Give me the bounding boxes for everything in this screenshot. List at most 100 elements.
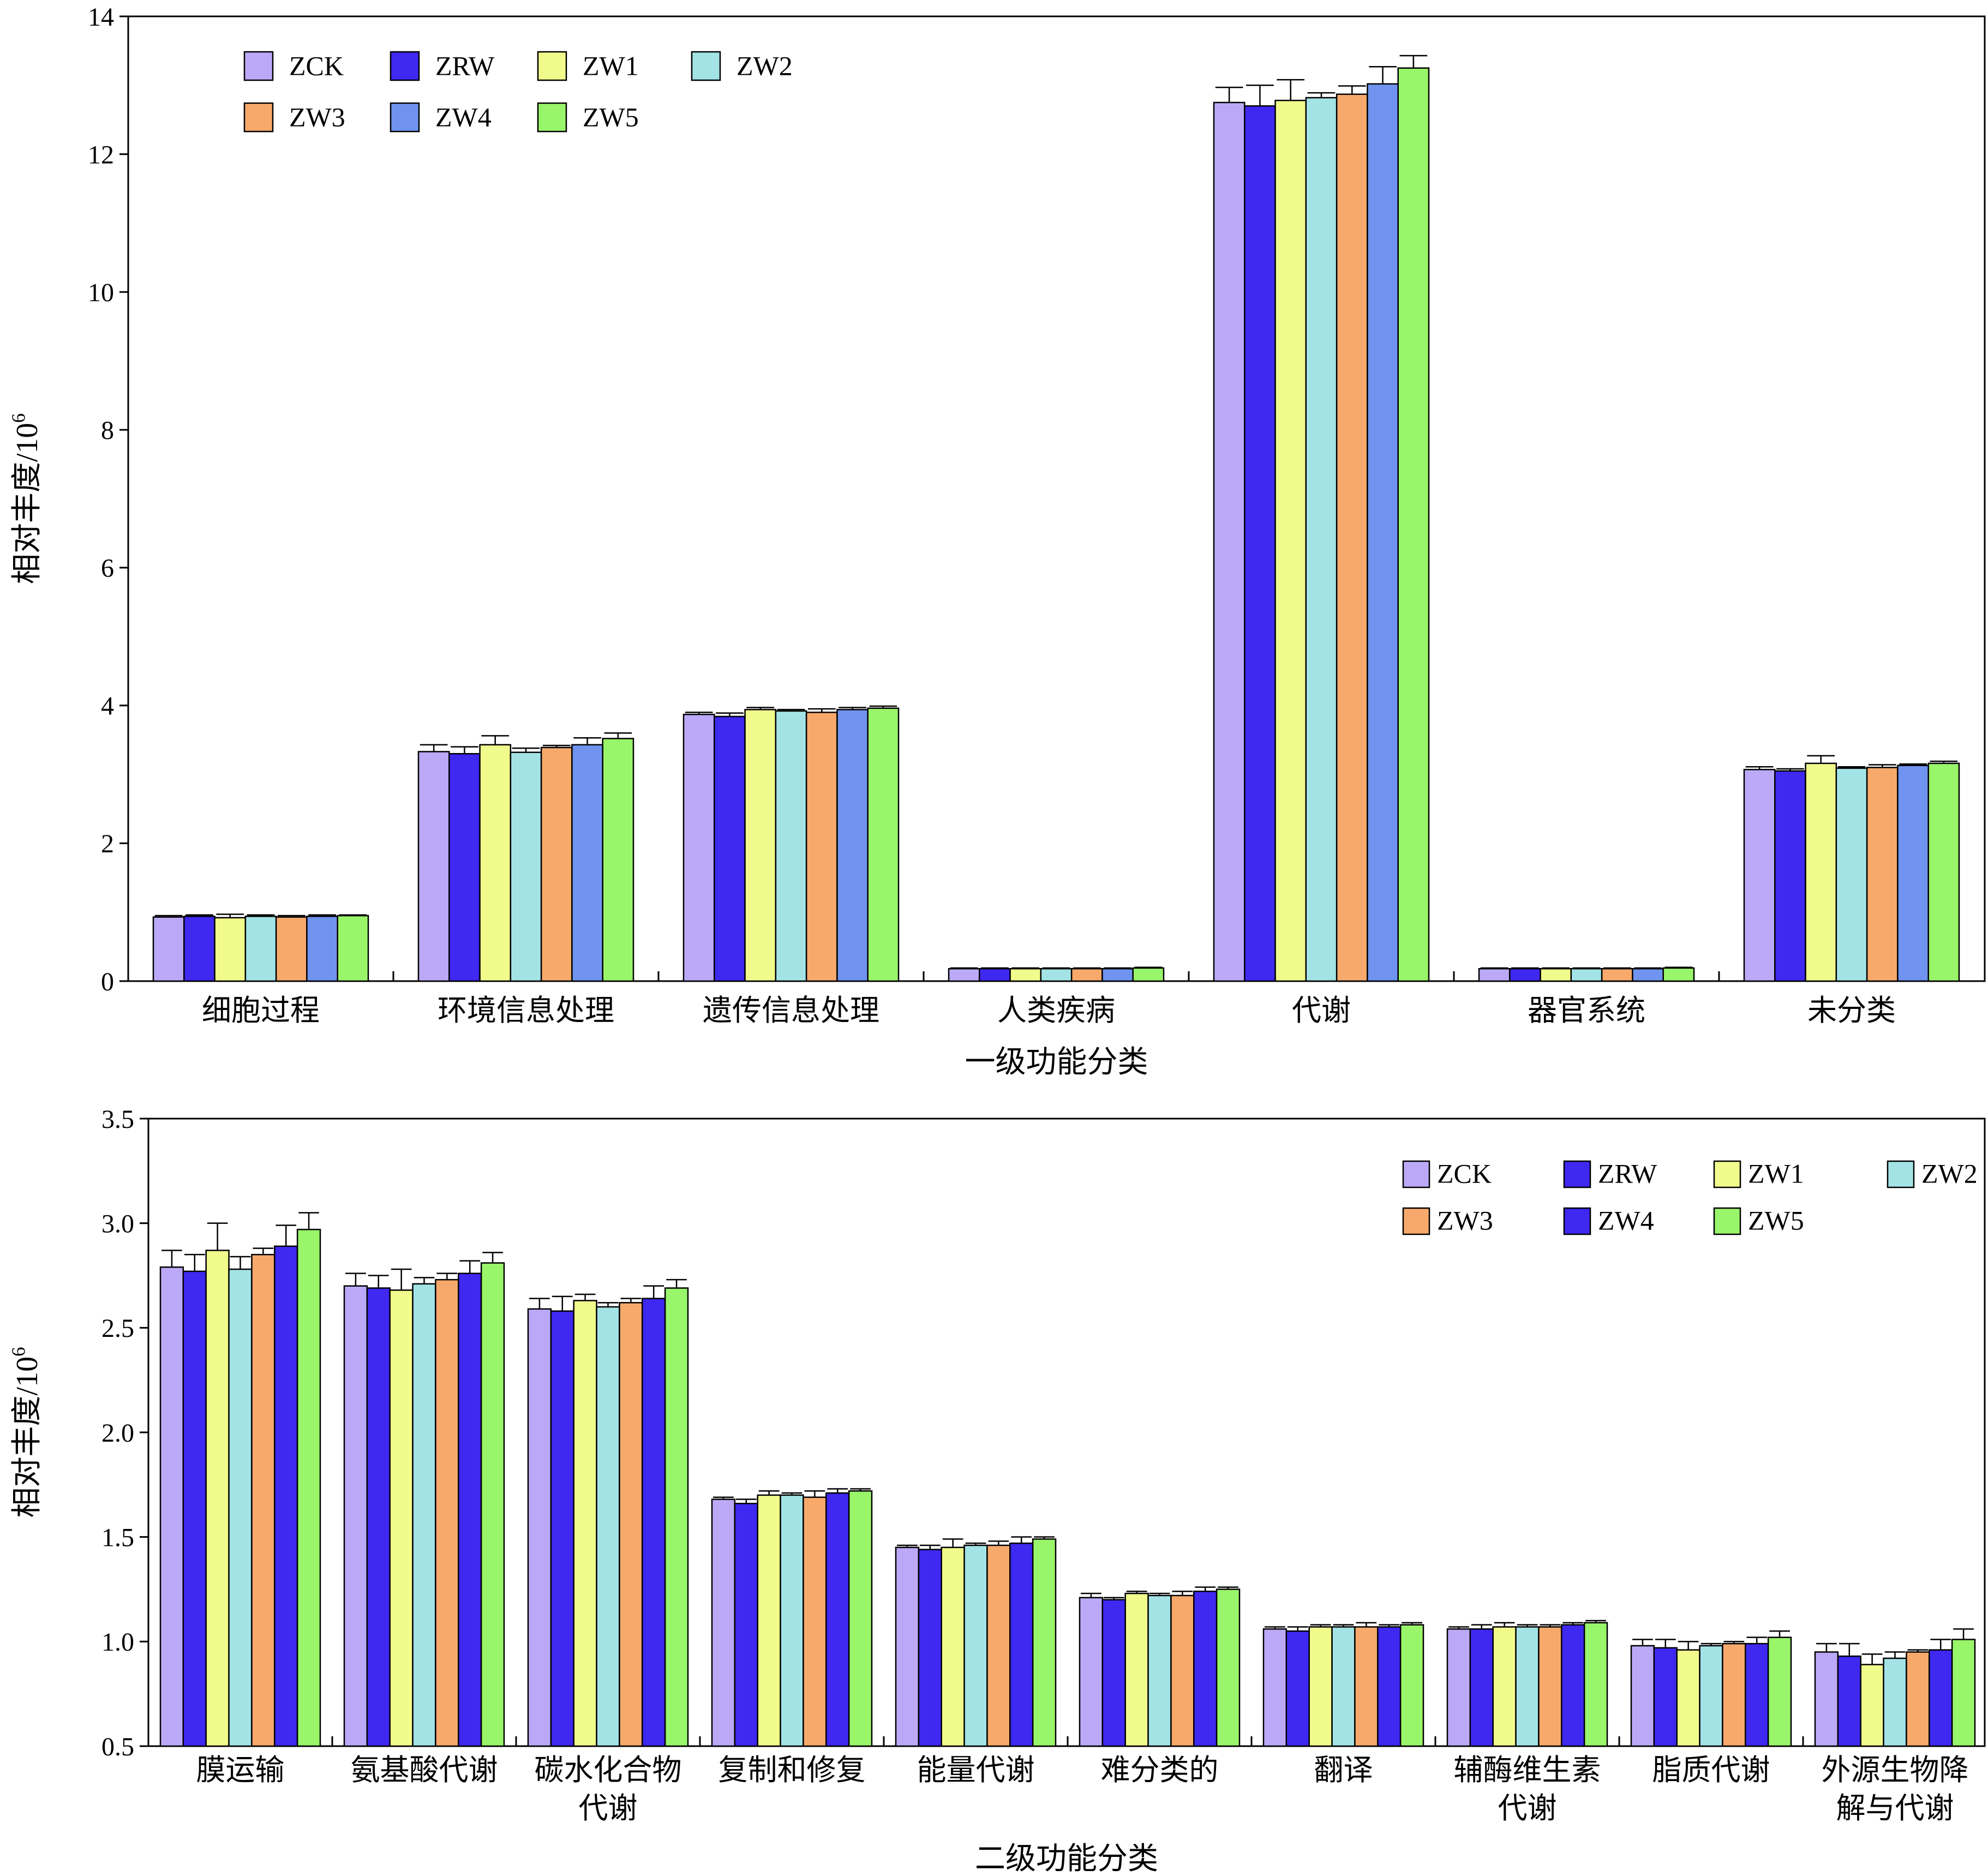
bar: [948, 968, 980, 982]
x-tick-label: 遗传信息处理: [703, 994, 879, 1027]
x-axis-label: 一级功能分类: [965, 1045, 1148, 1079]
chart-panel-first-level: 0 2 4 6 8 10 12 14 相对丰度/106 细胞过程 环境信息处理 遗传信息处理 人类疾病 代…: [8, 3, 1986, 1079]
bar: [412, 1283, 436, 1747]
x-tick-label: 膜运输: [196, 1754, 285, 1787]
bar: [1193, 1591, 1218, 1747]
legend-swatch: [1402, 1160, 1430, 1188]
bar: [1478, 968, 1511, 982]
x-axis-label: 二级功能分类: [975, 1842, 1158, 1876]
bar: [895, 1546, 920, 1747]
bar: [183, 916, 215, 982]
y-axis-label-superscript: 6: [8, 1347, 29, 1357]
legend-item: ZW3: [1402, 1205, 1493, 1235]
bar: [1079, 1597, 1104, 1747]
bar: [1805, 762, 1837, 982]
legend-label: ZW2: [1921, 1158, 1978, 1188]
x-tick-label: 能量代谢: [917, 1754, 1035, 1787]
bar: [573, 1300, 597, 1747]
bar: [825, 1492, 850, 1747]
bar: [1101, 1599, 1126, 1747]
bar: [251, 1253, 276, 1747]
bar-group: 难分类的: [1079, 1586, 1241, 1787]
legend-swatch: [1713, 1207, 1741, 1235]
y-axis: 0.5 1.0 1.5 2.0 2.5 3.0 3.5: [101, 1105, 148, 1761]
x-tick-label: 外源生物降: [1822, 1754, 1969, 1787]
bar: [366, 1287, 391, 1747]
x-tick-label: 未分类: [1807, 994, 1896, 1027]
bar: [1397, 67, 1430, 982]
bar-group: 器官系统: [1478, 966, 1695, 1027]
bar: [1951, 1639, 1976, 1747]
x-tick-label: 细胞过程: [202, 994, 320, 1027]
bar: [1897, 764, 1929, 982]
bar-group: 环境信息处理: [417, 732, 634, 1027]
bar: [1354, 1626, 1379, 1747]
legend-swatch: [537, 102, 567, 133]
bar: [244, 916, 277, 982]
legend-label: ZW5: [1748, 1205, 1804, 1235]
bar-group: 代谢: [1213, 55, 1430, 1027]
bar: [1722, 1642, 1746, 1747]
bar: [803, 1496, 827, 1747]
bar: [619, 1302, 643, 1747]
bar: [435, 1278, 459, 1747]
bar: [1124, 1592, 1149, 1747]
legend-label: ZW3: [289, 102, 345, 133]
bar: [159, 1266, 184, 1747]
bar: [1653, 1647, 1678, 1747]
legend-label: ZRW: [1598, 1158, 1657, 1188]
bar: [1446, 1628, 1471, 1747]
bar: [1630, 1645, 1655, 1747]
bar: [1662, 967, 1695, 982]
y-tick-label: 10: [88, 278, 114, 307]
legend-item: ZW4: [390, 102, 492, 133]
bar-group: 脂质代谢: [1630, 1630, 1792, 1787]
bar: [805, 712, 838, 982]
bar: [1743, 769, 1776, 982]
legend-item: ZW4: [1563, 1205, 1654, 1235]
bar: [1601, 968, 1633, 982]
bar-group: 膜运输: [159, 1212, 321, 1787]
bar-group: 未分类: [1743, 755, 1960, 1027]
bar: [848, 1490, 873, 1747]
bar: [550, 1310, 574, 1747]
bar: [228, 1268, 253, 1747]
y-tick-label: 0: [101, 967, 114, 996]
y-tick-label: 8: [101, 416, 114, 445]
bar: [1274, 99, 1307, 982]
bar: [152, 916, 185, 982]
bar: [1469, 1628, 1494, 1747]
legend-label: ZW5: [583, 102, 639, 133]
legend-swatch: [243, 51, 274, 81]
bar: [836, 709, 869, 982]
legend-label: ZCK: [1437, 1158, 1492, 1188]
bar: [1308, 1626, 1333, 1747]
bar: [1032, 1538, 1057, 1747]
x-tick-label: 解与代谢: [1836, 1792, 1954, 1825]
bar: [274, 1245, 298, 1747]
legend-item: ZW2: [691, 51, 793, 81]
bar-group: 复制和修复: [711, 1488, 873, 1787]
legend-swatch: [390, 51, 420, 81]
bar: [1170, 1594, 1195, 1747]
y-tick-label: 12: [88, 140, 114, 169]
legend-swatch: [243, 102, 274, 133]
bar: [1132, 967, 1165, 982]
bar: [1244, 105, 1276, 982]
y-tick-label: 2: [101, 829, 114, 858]
bar: [1331, 1626, 1356, 1747]
bar: [1561, 1624, 1585, 1747]
x-tick-label: 代谢: [579, 1792, 638, 1825]
bar: [448, 753, 481, 982]
legend-swatch: [1563, 1207, 1591, 1235]
legend-item: ZCK: [1402, 1158, 1492, 1188]
bar: [757, 1494, 781, 1747]
bar: [918, 1549, 942, 1747]
bar: [1860, 1664, 1884, 1747]
legend-item: ZW3: [243, 102, 345, 133]
bar: [1305, 97, 1338, 982]
bar-group: 能量代谢: [895, 1536, 1057, 1787]
bar: [734, 1503, 758, 1747]
x-tick-label: 脂质代谢: [1652, 1754, 1770, 1787]
